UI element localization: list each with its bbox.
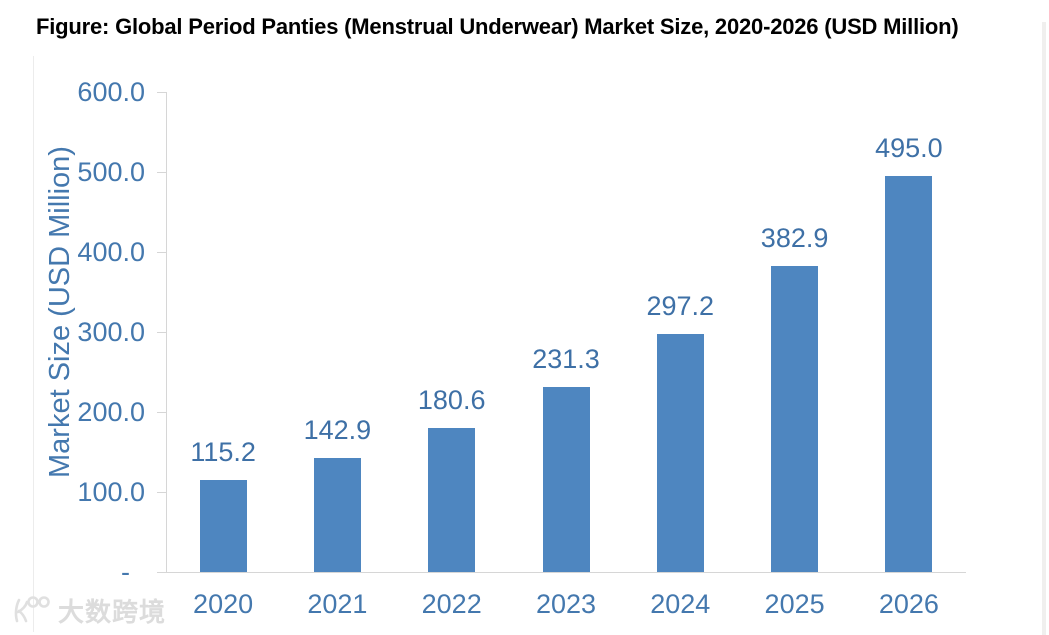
figure-title: Figure: Global Period Panties (Menstrual… bbox=[36, 14, 959, 39]
x-tick-label: 2020 bbox=[193, 589, 254, 619]
bar bbox=[313, 457, 361, 572]
x-tick-label: 2026 bbox=[878, 589, 939, 619]
y-axis-line bbox=[166, 92, 167, 572]
bar-value-label: 382.9 bbox=[760, 222, 829, 253]
y-tick-mark bbox=[157, 492, 166, 493]
bar bbox=[885, 176, 933, 572]
bar bbox=[542, 387, 590, 572]
x-tick-label: 2023 bbox=[535, 589, 597, 619]
bar-value-label: 115.2 bbox=[190, 436, 256, 467]
y-tick-label: 600.0 bbox=[77, 77, 145, 107]
bar-value-label: 142.9 bbox=[303, 414, 372, 445]
x-tick-label: 2025 bbox=[764, 589, 825, 619]
watermark-text: 大数跨境 bbox=[58, 596, 167, 627]
y-tick-label: 100.0 bbox=[77, 477, 145, 507]
bar bbox=[199, 479, 247, 572]
x-axis-line bbox=[166, 572, 966, 573]
y-tick-label: 400.0 bbox=[77, 237, 145, 267]
page-rule-line bbox=[33, 56, 34, 632]
bar bbox=[656, 334, 704, 572]
right-edge-strip bbox=[1042, 22, 1046, 635]
bar-value-label: 231.3 bbox=[532, 344, 600, 374]
y-tick-label: - bbox=[121, 557, 145, 587]
y-tick-label: 200.0 bbox=[77, 397, 145, 427]
watermark: 大数跨境 bbox=[12, 590, 166, 633]
y-tick-mark bbox=[157, 252, 166, 253]
x-tick-label: 2024 bbox=[650, 589, 711, 619]
watermark-logo-icon bbox=[12, 590, 52, 633]
bar bbox=[428, 427, 476, 572]
y-tick-label: 500.0 bbox=[77, 157, 145, 187]
y-tick-mark bbox=[157, 332, 166, 333]
bar-value-label: 297.2 bbox=[646, 291, 715, 322]
y-tick-mark bbox=[157, 172, 166, 173]
y-tick-mark bbox=[157, 92, 166, 93]
x-tick-label: 2022 bbox=[421, 589, 482, 619]
y-tick-mark bbox=[157, 412, 166, 413]
bar-value-label: 180.6 bbox=[417, 384, 486, 415]
x-tick-label: 2021 bbox=[307, 589, 368, 619]
bar-value-label: 495.0 bbox=[875, 133, 943, 163]
bar bbox=[771, 265, 819, 572]
y-tick-label: 300.0 bbox=[77, 317, 145, 347]
y-tick-mark bbox=[157, 572, 166, 573]
